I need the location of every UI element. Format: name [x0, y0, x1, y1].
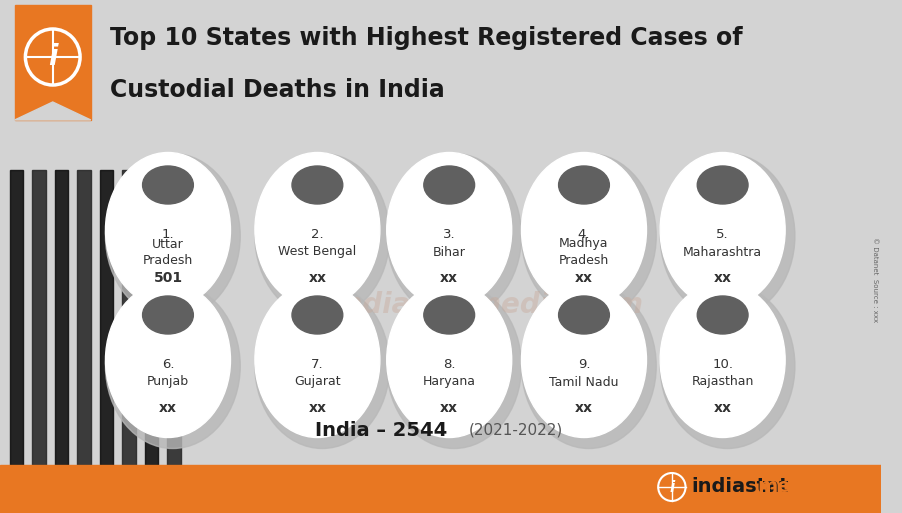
Text: media: media [758, 478, 825, 497]
Text: 4.: 4. [577, 228, 590, 242]
Ellipse shape [387, 283, 511, 438]
Ellipse shape [558, 166, 610, 204]
Text: 8.: 8. [443, 359, 456, 371]
Ellipse shape [106, 284, 240, 448]
Text: Uttar
Pradesh: Uttar Pradesh [143, 238, 193, 266]
Text: Custodial Deaths in India: Custodial Deaths in India [110, 78, 445, 102]
Ellipse shape [424, 296, 474, 334]
Text: Bihar: Bihar [433, 246, 465, 259]
Text: indiastatmedia.com: indiastatmedia.com [333, 291, 643, 319]
Ellipse shape [660, 283, 785, 438]
Bar [122, 170, 135, 465]
Ellipse shape [106, 152, 231, 307]
Ellipse shape [660, 284, 795, 448]
Text: xx: xx [575, 401, 593, 415]
Text: 6.: 6. [161, 359, 174, 371]
Text: xx: xx [440, 271, 458, 285]
Bar [32, 170, 46, 465]
Ellipse shape [255, 284, 390, 448]
Text: xx: xx [308, 401, 327, 415]
Text: xx: xx [440, 401, 458, 415]
Ellipse shape [143, 166, 193, 204]
Ellipse shape [292, 166, 343, 204]
Ellipse shape [521, 283, 647, 438]
Text: 7.: 7. [311, 359, 324, 371]
Bar [10, 170, 23, 465]
Text: 10.: 10. [713, 359, 733, 371]
Ellipse shape [387, 284, 521, 448]
Text: Haryana: Haryana [423, 376, 475, 388]
Text: xx: xx [713, 271, 732, 285]
Ellipse shape [106, 153, 240, 319]
Ellipse shape [521, 152, 647, 307]
Bar [99, 170, 114, 465]
Ellipse shape [255, 152, 380, 307]
Text: 1.: 1. [161, 228, 174, 242]
Text: West Bengal: West Bengal [278, 246, 356, 259]
Ellipse shape [143, 296, 193, 334]
Text: i: i [669, 480, 675, 495]
Bar [14, 5, 91, 120]
Text: 3.: 3. [443, 228, 456, 242]
Text: Rajasthan: Rajasthan [692, 376, 754, 388]
Text: Maharashtra: Maharashtra [683, 246, 762, 259]
Text: Punjab: Punjab [147, 376, 189, 388]
Text: India – 2544: India – 2544 [315, 421, 447, 440]
Bar [78, 170, 91, 465]
Text: 9.: 9. [577, 359, 590, 371]
Ellipse shape [697, 166, 748, 204]
Ellipse shape [387, 152, 511, 307]
Text: xx: xx [575, 271, 593, 285]
Bar [144, 170, 158, 465]
Text: (2021-2022): (2021-2022) [469, 423, 563, 438]
Ellipse shape [521, 153, 657, 319]
Text: Madhya
Pradesh: Madhya Pradesh [559, 238, 609, 266]
Text: Top 10 States with Highest Registered Cases of: Top 10 States with Highest Registered Ca… [110, 26, 743, 50]
Text: 501: 501 [153, 271, 182, 285]
Ellipse shape [660, 153, 795, 319]
Bar [0, 465, 881, 513]
Ellipse shape [558, 296, 610, 334]
Text: Tamil Nadu: Tamil Nadu [549, 376, 619, 388]
Ellipse shape [660, 152, 785, 307]
Bar [55, 170, 69, 465]
Text: 2.: 2. [311, 228, 324, 242]
Ellipse shape [255, 153, 390, 319]
Text: Gujarat: Gujarat [294, 376, 341, 388]
Circle shape [658, 472, 686, 502]
Ellipse shape [292, 296, 343, 334]
Text: xx: xx [308, 271, 327, 285]
Polygon shape [14, 102, 91, 120]
Ellipse shape [424, 166, 474, 204]
Text: i: i [48, 43, 58, 71]
Ellipse shape [106, 283, 231, 438]
Ellipse shape [521, 284, 657, 448]
Ellipse shape [255, 283, 380, 438]
Ellipse shape [387, 153, 521, 319]
Ellipse shape [697, 296, 748, 334]
Text: 5.: 5. [716, 228, 729, 242]
Bar [167, 170, 180, 465]
Text: xx: xx [713, 401, 732, 415]
Text: © Datanet  Source : xxx: © Datanet Source : xxx [872, 238, 878, 323]
Text: xx: xx [159, 401, 177, 415]
Text: indiastat: indiastat [692, 478, 789, 497]
